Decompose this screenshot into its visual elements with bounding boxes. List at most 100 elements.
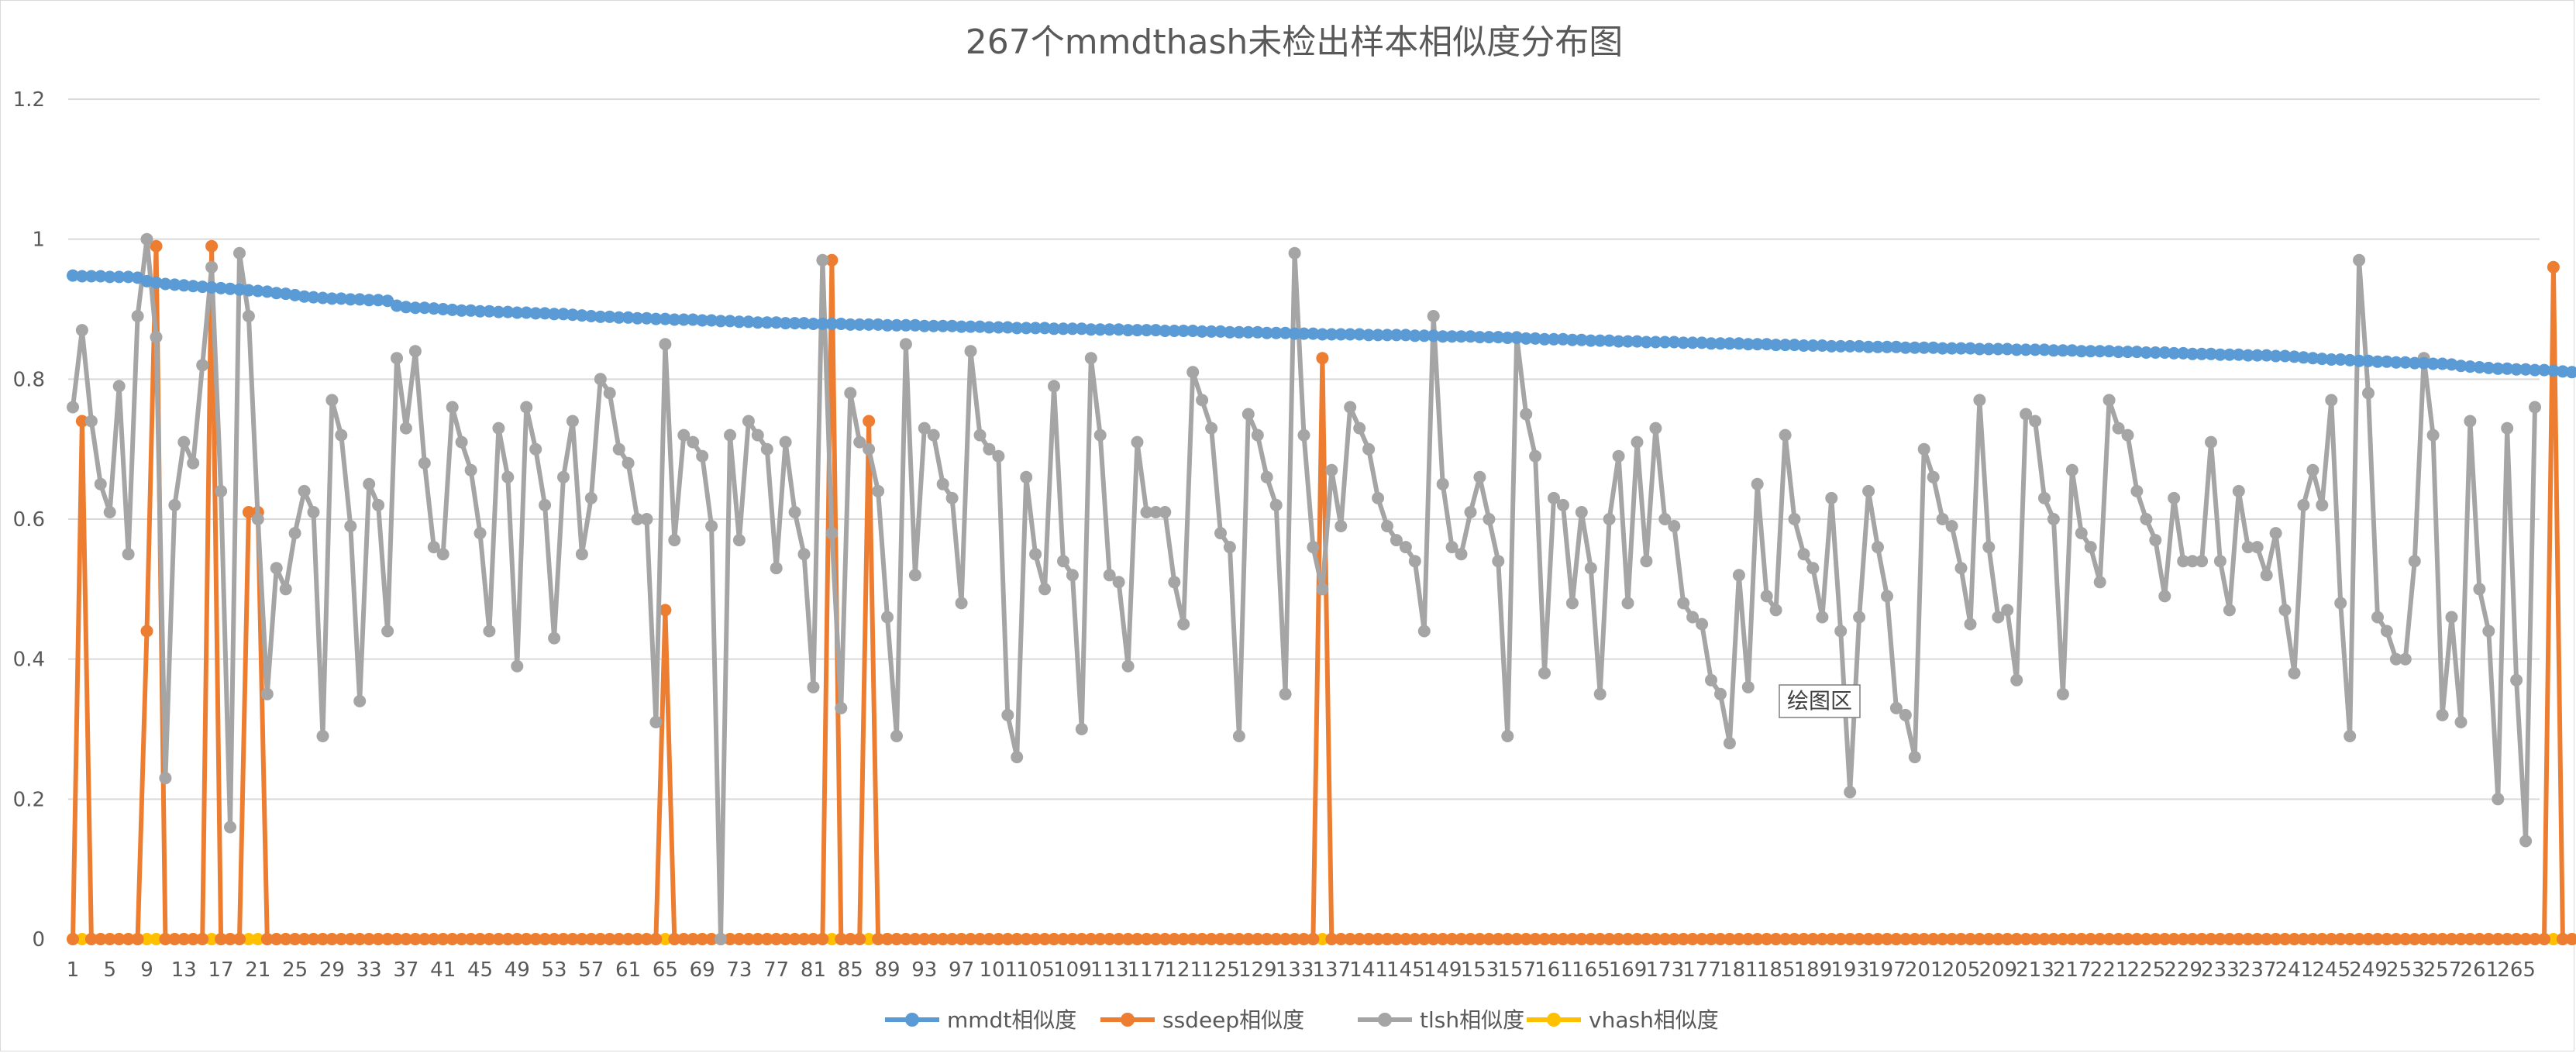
data-point: [687, 313, 700, 326]
data-point: [539, 933, 552, 945]
data-point: [927, 933, 940, 945]
data-point: [557, 308, 570, 321]
data-point: [2260, 933, 2273, 945]
data-point: [1260, 470, 1273, 483]
x-tick-label: 245: [2312, 958, 2350, 982]
data-point: [1353, 328, 1366, 341]
data-point: [381, 625, 394, 638]
data-point: [1316, 583, 1329, 596]
data-point: [288, 933, 301, 945]
data-point: [464, 463, 477, 477]
data-point: [242, 933, 255, 945]
data-point: [2473, 933, 2486, 945]
data-point: [1658, 336, 1672, 349]
data-point: [1779, 428, 1792, 442]
data-point: [316, 730, 329, 742]
x-tick-label: 121: [1164, 958, 1203, 982]
data-point: [1381, 933, 1393, 945]
data-point: [1093, 933, 1107, 945]
data-point: [1862, 933, 1875, 945]
data-point: [1011, 322, 1024, 335]
data-point: [1889, 340, 1903, 353]
data-point: [1621, 597, 1634, 610]
legend-marker: [905, 1013, 919, 1027]
data-point: [992, 933, 1005, 945]
x-tick-label: 85: [838, 958, 863, 982]
data-point: [1954, 342, 1968, 355]
data-point: [594, 933, 607, 945]
data-point: [353, 933, 367, 945]
y-tick-label: 0.2: [13, 788, 45, 811]
data-point: [1445, 933, 1458, 945]
data-point: [1473, 470, 1486, 483]
data-point: [288, 288, 301, 301]
data-point: [279, 933, 292, 945]
data-point: [1149, 506, 1162, 518]
data-point: [2399, 356, 2412, 369]
data-point: [1029, 548, 1042, 561]
data-point: [1982, 933, 1996, 945]
data-point: [1631, 933, 1644, 945]
data-point: [797, 933, 811, 945]
data-point: [2344, 933, 2357, 945]
data-point: [2288, 933, 2301, 945]
data-point: [1084, 933, 1097, 945]
data-point: [288, 527, 301, 540]
data-point: [584, 933, 598, 945]
data-point: [2029, 415, 2042, 428]
data-point: [140, 232, 153, 246]
data-point: [742, 415, 755, 428]
data-point: [1723, 737, 1736, 750]
data-point: [973, 320, 987, 333]
data-point: [1529, 933, 1542, 945]
data-point: [2047, 344, 2060, 357]
data-point: [1825, 933, 1838, 945]
data-point: [2353, 933, 2366, 945]
data-point: [1520, 332, 1533, 345]
data-point: [1177, 933, 1190, 945]
data-point: [150, 331, 163, 344]
data-point: [1325, 933, 1338, 945]
data-point: [659, 933, 672, 945]
data-point: [1834, 933, 1848, 945]
data-point: [84, 270, 98, 283]
data-point: [1011, 933, 1024, 945]
data-point: [1427, 933, 1440, 945]
data-point: [2436, 357, 2449, 370]
data-point: [2408, 356, 2421, 370]
legend-item-1: ssdeep相似度: [1100, 1007, 1304, 1033]
data-point: [584, 310, 598, 322]
data-point: [936, 319, 949, 332]
data-point: [94, 933, 107, 945]
data-point: [84, 933, 98, 945]
data-point: [1973, 342, 1986, 356]
data-point: [1066, 322, 1079, 336]
data-point: [446, 303, 459, 316]
data-point: [1529, 332, 1542, 345]
data-point: [215, 484, 228, 497]
data-point: [224, 282, 236, 295]
data-point: [807, 318, 820, 330]
data-point: [2149, 534, 2162, 547]
data-point: [705, 314, 718, 327]
x-tick-label: 73: [726, 958, 752, 982]
data-point: [881, 318, 894, 332]
data-point: [622, 311, 635, 324]
data-point: [2121, 933, 2134, 945]
data-point: [742, 933, 755, 945]
data-point: [566, 933, 579, 945]
data-point: [177, 933, 191, 945]
x-tick-label: 37: [393, 958, 418, 982]
data-point: [2168, 933, 2181, 945]
data-point: [1825, 491, 1838, 504]
data-point: [1223, 325, 1236, 339]
data-point: [2417, 933, 2430, 945]
data-point: [1872, 340, 1884, 353]
data-point: [2205, 435, 2217, 449]
data-point: [1483, 513, 1496, 525]
x-tick-label: 229: [2164, 958, 2202, 982]
data-point: [1232, 325, 1245, 339]
data-point: [1214, 933, 1227, 945]
data-point: [1214, 527, 1227, 540]
data-point: [501, 470, 515, 483]
